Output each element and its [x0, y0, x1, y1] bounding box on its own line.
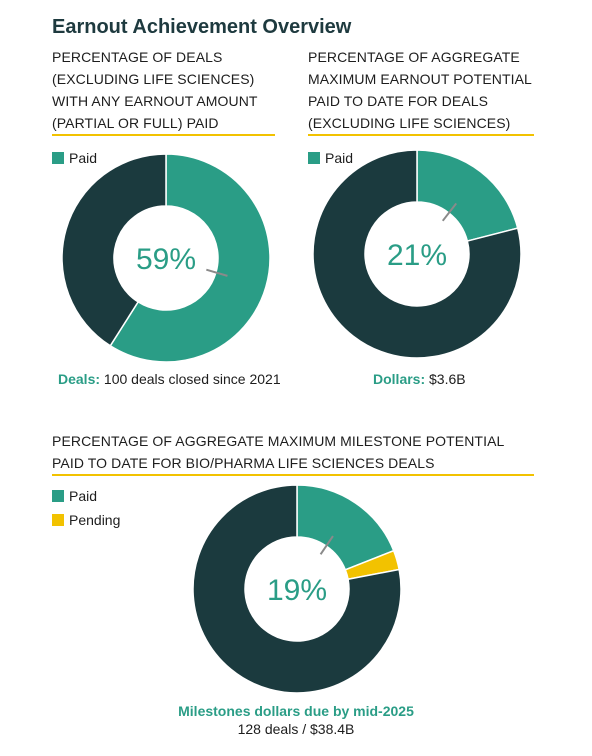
- chart1-title-line: WITH ANY EARNOUT AMOUNT: [52, 93, 258, 109]
- donut-slice-remainder: [312, 149, 522, 359]
- legend-label-paid: Paid: [325, 150, 354, 166]
- legend-item-paid: Paid: [52, 484, 120, 508]
- chart1-title-rule: [52, 134, 275, 136]
- leader-line: [441, 202, 458, 222]
- legend-item-paid: Paid: [52, 146, 97, 170]
- center-percentage: 59%: [136, 243, 196, 276]
- chart2-caption-key: Dollars:: [373, 371, 426, 387]
- chart2-title: PERCENTAGE OF AGGREGATE MAXIMUM EARNOUT …: [308, 46, 532, 134]
- chart2-caption-value: $3.6B: [425, 371, 466, 387]
- chart3-caption: Milestones dollars due by mid-2025 128 d…: [146, 702, 446, 738]
- chart3-legend: Paid Pending: [52, 484, 120, 532]
- chart2-title-line: PERCENTAGE OF AGGREGATE: [308, 49, 520, 65]
- chart3-title-rule: [52, 474, 534, 476]
- chart3-caption-key: Milestones dollars due by mid-2025: [178, 703, 414, 719]
- pending-swatch: [52, 514, 64, 526]
- chart2-legend: Paid: [308, 146, 353, 170]
- paid-swatch: [52, 152, 64, 164]
- legend-item-paid: Paid: [308, 146, 353, 170]
- chart1-caption: Deals: 100 deals closed since 2021: [58, 371, 281, 387]
- paid-swatch: [308, 152, 320, 164]
- chart1-caption-key: Deals:: [58, 371, 101, 387]
- center-percentage: 21%: [387, 239, 447, 272]
- donut-slice-paid: [416, 149, 519, 242]
- chart1-title-line: (PARTIAL OR FULL) PAID: [52, 115, 219, 131]
- chart2-title-rule: [308, 134, 534, 136]
- chart2-caption: Dollars: $3.6B: [373, 371, 466, 387]
- center-percentage: 19%: [267, 574, 327, 607]
- legend-label-paid: Paid: [69, 488, 98, 504]
- chart2-donut: 21%: [312, 149, 522, 359]
- chart3-title-line: PERCENTAGE OF AGGREGATE MAXIMUM MILESTON…: [52, 433, 505, 449]
- chart3-caption-value: 128 deals / $38.4B: [237, 721, 355, 737]
- legend-label-paid: Paid: [69, 150, 98, 166]
- legend-label-pending: Pending: [69, 512, 121, 528]
- chart2-title-line: MAXIMUM EARNOUT POTENTIAL: [308, 71, 532, 87]
- chart1-title-line: (EXCLUDING LIFE SCIENCES): [52, 71, 255, 87]
- chart2-title-line: (EXCLUDING LIFE SCIENCES): [308, 115, 511, 131]
- chart1-title-line: PERCENTAGE OF DEALS: [52, 49, 223, 65]
- chart1-legend: Paid: [52, 146, 97, 170]
- chart3-title-line: PAID TO DATE FOR BIO/PHARMA LIFE SCIENCE…: [52, 455, 435, 471]
- chart2-title-line: PAID TO DATE FOR DEALS: [308, 93, 489, 109]
- donut-slice-paid: [109, 153, 271, 363]
- legend-item-pending: Pending: [52, 508, 120, 532]
- chart1-donut: 59%: [61, 153, 271, 363]
- chart1-title: PERCENTAGE OF DEALS (EXCLUDING LIFE SCIE…: [52, 46, 258, 134]
- chart3-donut: 19%: [192, 484, 402, 694]
- chart3-title: PERCENTAGE OF AGGREGATE MAXIMUM MILESTON…: [52, 430, 504, 474]
- paid-swatch: [52, 490, 64, 502]
- page-title: Earnout Achievement Overview: [52, 16, 352, 38]
- chart1-caption-value: 100 deals closed since 2021: [100, 371, 281, 387]
- donut-slice-remainder: [192, 484, 402, 694]
- leader-line: [319, 535, 334, 555]
- donut-slice-remainder: [61, 153, 167, 347]
- leader-line: [206, 268, 228, 277]
